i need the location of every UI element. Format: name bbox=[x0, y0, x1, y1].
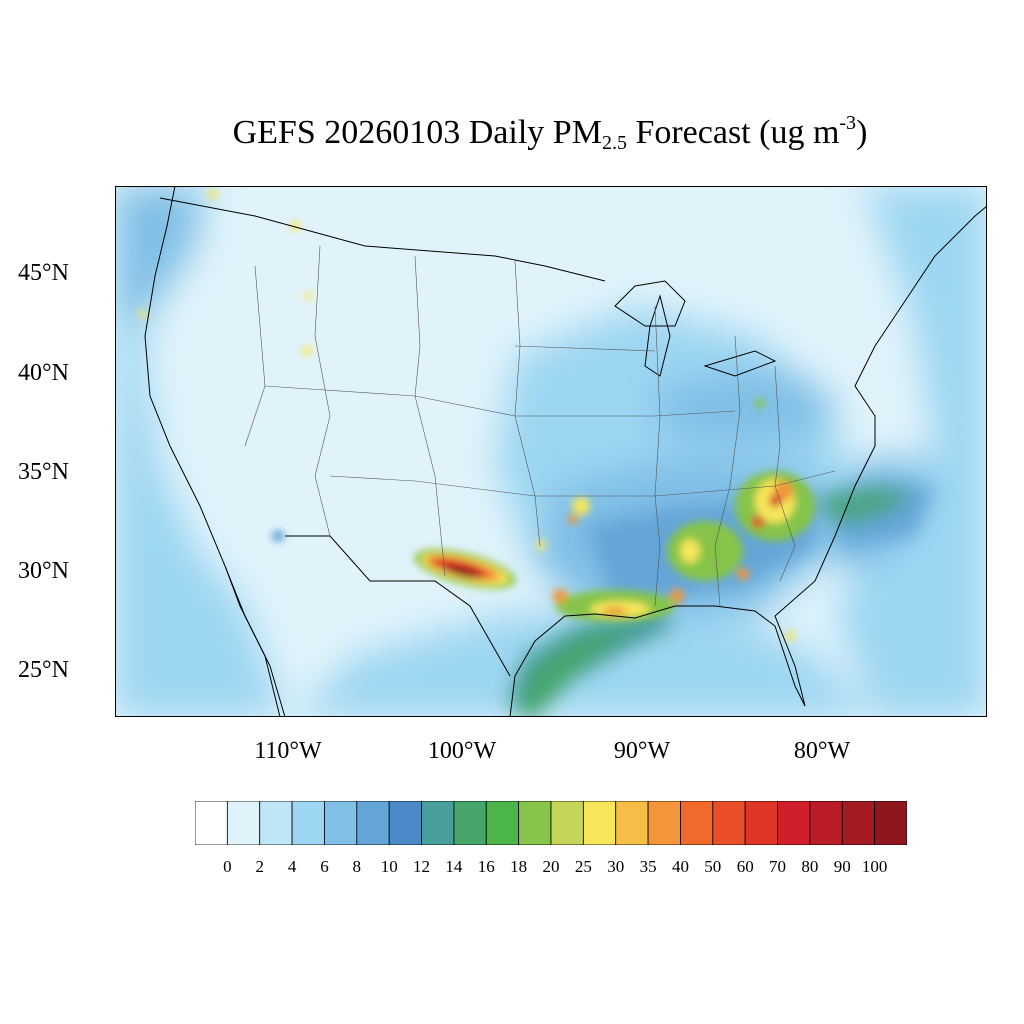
baja-coast bbox=[224, 565, 286, 717]
wa-spot bbox=[208, 189, 218, 199]
colorbar-tick-label: 25 bbox=[574, 857, 592, 876]
lon-label-100w: 100°W bbox=[427, 738, 497, 764]
colorbar-tick-label: 18 bbox=[510, 857, 528, 876]
colorbar-tick-label: 60 bbox=[736, 857, 754, 876]
pm25-map bbox=[115, 186, 987, 717]
colorbar-swatch bbox=[680, 801, 714, 845]
state-borders bbox=[244, 245, 836, 607]
canada-border bbox=[159, 197, 606, 282]
idaho-spot bbox=[305, 292, 313, 300]
lat-label-35: 35°N bbox=[18, 459, 69, 485]
lat-label-45: 45°N bbox=[18, 260, 69, 286]
lat-label-40: 40°N bbox=[18, 360, 69, 386]
colorbar-tick-label: 2 bbox=[255, 857, 264, 876]
colorbar-swatch bbox=[421, 801, 455, 845]
colorbar-swatch bbox=[195, 801, 228, 845]
colorbar-tick-label: 30 bbox=[607, 857, 625, 876]
louisiana-orange bbox=[603, 607, 627, 615]
colorbar-swatch bbox=[356, 801, 390, 845]
colorbar-tick-label: 40 bbox=[672, 857, 689, 876]
atlantic-green-plume bbox=[815, 486, 915, 526]
ohio-valley-field bbox=[655, 366, 835, 446]
georgia-south-spot bbox=[737, 568, 749, 580]
lake-michigan bbox=[644, 294, 671, 377]
colorbar-swatch bbox=[291, 801, 325, 845]
coastlines bbox=[144, 186, 987, 717]
gulf-coast bbox=[509, 605, 806, 717]
colorbar-swatch bbox=[647, 801, 681, 845]
wyoming-spot bbox=[302, 346, 312, 356]
arkansas-yellow bbox=[572, 497, 590, 515]
colorbar-swatch bbox=[744, 801, 778, 845]
colorbar-tick-label: 10 bbox=[380, 857, 398, 876]
colorbar-swatch bbox=[453, 801, 487, 845]
colorbar-tick-label: 6 bbox=[320, 857, 329, 876]
colorbar-tick-label: 16 bbox=[477, 857, 495, 876]
colorbar-tick-label: 35 bbox=[639, 857, 657, 876]
arizona-spot bbox=[272, 530, 284, 542]
mississippi-spot bbox=[670, 589, 684, 603]
colorbar-tick-label: 20 bbox=[542, 857, 560, 876]
colorbar-tick-label: 4 bbox=[287, 857, 297, 876]
texas-plume-core bbox=[445, 565, 481, 579]
lon-label-110w: 110°W bbox=[254, 738, 322, 764]
west-coast-band bbox=[115, 186, 285, 717]
alabama-green bbox=[667, 521, 743, 581]
colorbar-swatch bbox=[550, 801, 584, 845]
louisiana-spot bbox=[553, 589, 567, 603]
colorbar-tick-label: 12 bbox=[413, 857, 430, 876]
atlantic-coast bbox=[854, 205, 987, 446]
lake-erie bbox=[703, 350, 777, 377]
colorbar-swatch bbox=[615, 801, 649, 845]
lat-label-25: 25°N bbox=[18, 657, 69, 683]
oregon-spot bbox=[139, 310, 147, 318]
georgia-red bbox=[752, 516, 764, 528]
colorbar-tick-label: 0 bbox=[223, 857, 232, 876]
great-lakes bbox=[614, 280, 686, 327]
colorbar-tick-label: 70 bbox=[769, 857, 786, 876]
carolina-red bbox=[769, 495, 781, 507]
colorbar-swatch bbox=[518, 801, 552, 845]
colorbar-swatch bbox=[582, 801, 617, 845]
colorbar-swatch bbox=[226, 801, 261, 845]
colorbar-tick-label: 50 bbox=[704, 857, 722, 876]
east-ocean bbox=[835, 186, 987, 717]
gulf-coast-band-inner bbox=[515, 626, 635, 717]
florida-spot bbox=[785, 631, 795, 641]
colorbar-swatch bbox=[841, 801, 876, 845]
colorbar-swatch bbox=[324, 801, 358, 845]
lat-label-30: 30°N bbox=[18, 558, 69, 584]
colorbar-tick-label: 14 bbox=[445, 857, 463, 876]
map-border bbox=[115, 186, 987, 717]
texas-east-spot bbox=[536, 540, 546, 550]
colorbar-swatch bbox=[388, 801, 422, 845]
colorbar-swatch bbox=[809, 801, 843, 845]
arkansas-orange bbox=[568, 514, 578, 524]
colorbar-swatch bbox=[777, 801, 811, 845]
montana-spot bbox=[290, 221, 300, 231]
colorbar-swatch bbox=[712, 801, 746, 845]
florida-coast bbox=[774, 445, 876, 707]
lon-label-90w: 90°W bbox=[613, 738, 671, 764]
colorbar bbox=[195, 801, 907, 845]
colorbar-swatch bbox=[485, 801, 520, 845]
colorbar-tick-label: 90 bbox=[833, 857, 851, 876]
lon-label-80w: 80°W bbox=[793, 738, 851, 764]
colorbar-swatch bbox=[874, 801, 907, 845]
colorbar-tick-label: 100 bbox=[861, 857, 888, 876]
mexico-border bbox=[285, 535, 511, 677]
ohio-spot bbox=[755, 398, 765, 408]
colorbar-swatch bbox=[259, 801, 293, 845]
map-title: GEFS 20260103 Daily PM2.5 Forecast (ug m… bbox=[232, 112, 868, 154]
alabama-yellow bbox=[680, 539, 700, 563]
colorbar-tick-label: 8 bbox=[352, 857, 362, 876]
colorbar-tick-label: 80 bbox=[801, 857, 819, 876]
hotspots bbox=[139, 189, 815, 641]
